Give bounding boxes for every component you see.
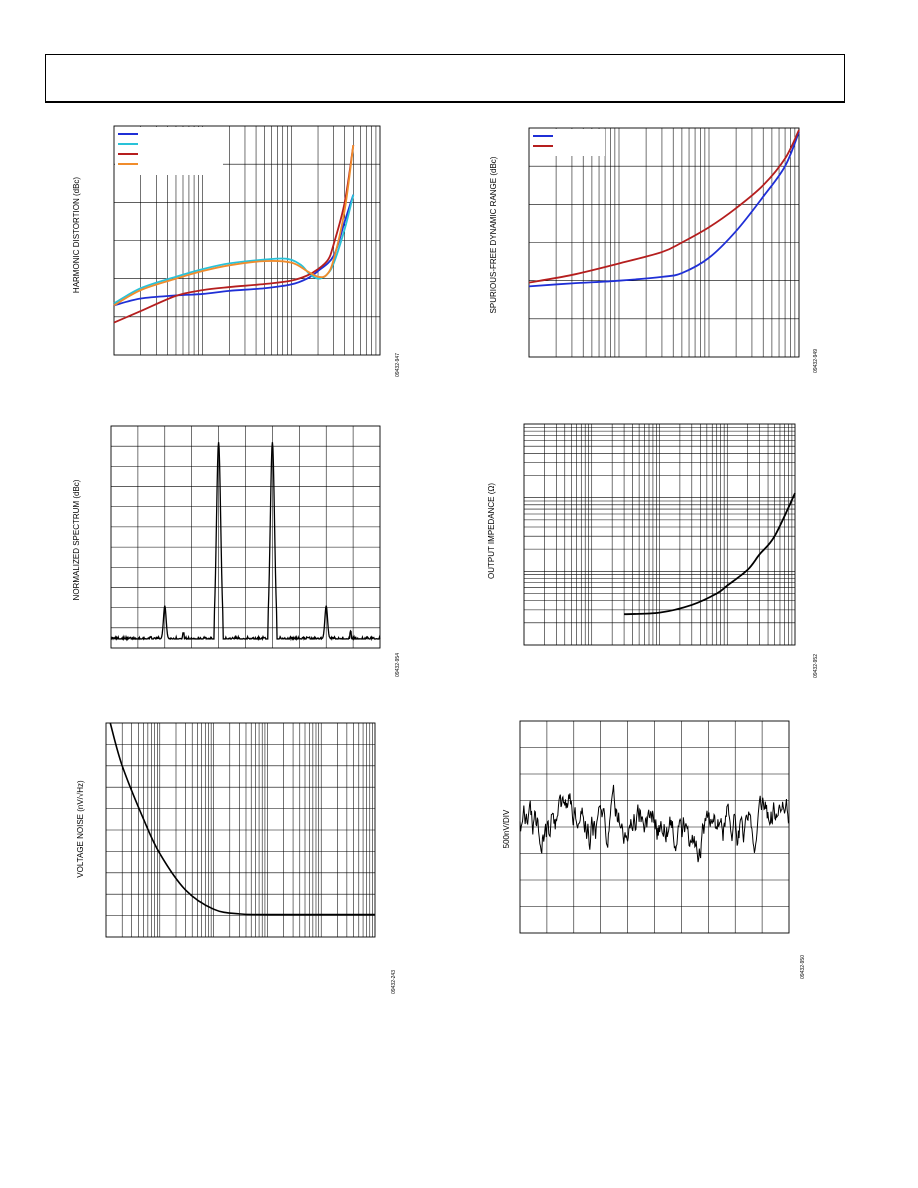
figure-code: 09432-947	[395, 353, 401, 377]
plot-area	[110, 425, 381, 649]
sfdr-chart: SPURIOUS-FREE DYNAMIC RANGE (dBc) 09432-…	[489, 127, 819, 373]
figure-code: 09432-243	[391, 970, 397, 994]
series-line-2	[528, 129, 800, 284]
series-line-2	[113, 194, 355, 305]
series-line-1	[109, 722, 376, 916]
series-line-1	[113, 194, 355, 307]
figure-code: 09432-950	[800, 955, 806, 979]
figure-code: 09432-949	[813, 349, 819, 373]
noise-time-chart: 500nV/DIV 09432-950	[502, 720, 806, 979]
y-axis-label: HARMONIC DISTORTION (dBc)	[72, 177, 81, 293]
y-axis-label: NORMALIZED SPECTRUM (dBc)	[72, 479, 81, 600]
output-impedance-chart: OUTPUT IMPEDANCE (Ω) 09432-952	[487, 423, 819, 678]
harmonic-distortion-chart: HARMONIC DISTORTION (dBc) 09432-947	[72, 125, 401, 377]
voltage-noise-chart: VOLTAGE NOISE (nV/√Hz) 09432-243	[76, 722, 397, 994]
plot-area	[105, 722, 376, 938]
figure-code: 09432-954	[395, 653, 401, 677]
plot-area	[113, 125, 381, 356]
noise-trace	[519, 784, 790, 863]
series-line-1	[528, 131, 800, 288]
spectrum-trace	[110, 442, 381, 642]
series-line-3	[113, 144, 355, 324]
plot-area	[523, 423, 796, 646]
y-axis-label: SPURIOUS-FREE DYNAMIC RANGE (dBc)	[489, 156, 498, 313]
figure-code: 09432-952	[813, 654, 819, 678]
page-header-box	[45, 54, 845, 103]
series-line-1	[624, 492, 796, 616]
normalized-spectrum-chart: NORMALIZED SPECTRUM (dBc) 09432-954	[72, 425, 401, 677]
legend-box	[530, 129, 605, 156]
y-axis-label: OUTPUT IMPEDANCE (Ω)	[487, 483, 496, 579]
series-line-4	[113, 144, 355, 307]
y-axis-label: VOLTAGE NOISE (nV/√Hz)	[76, 780, 85, 878]
y-axis-label: 500nV/DIV	[502, 809, 511, 848]
plot-area	[528, 127, 800, 358]
